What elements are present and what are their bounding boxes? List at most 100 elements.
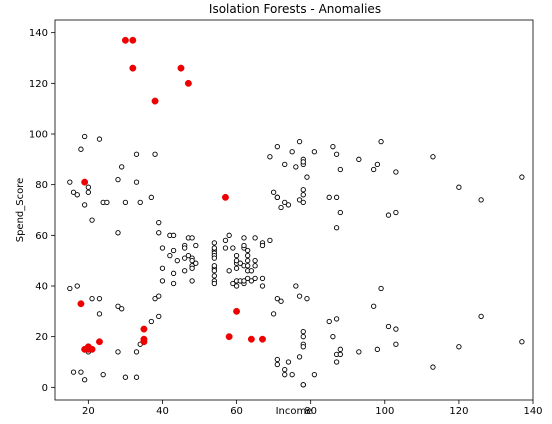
- data-point: [374, 161, 381, 168]
- data-point: [167, 252, 173, 259]
- data-point: [122, 199, 129, 206]
- data-point: [385, 323, 392, 330]
- data-point: [89, 296, 95, 302]
- data-point: [371, 303, 377, 309]
- y-tick-label: 80: [35, 180, 48, 191]
- data-point: [189, 265, 195, 271]
- data-point: [430, 364, 436, 370]
- y-tick-label: 20: [35, 332, 48, 343]
- data-point: [300, 192, 306, 198]
- data-point: [159, 265, 166, 271]
- data-point: [81, 202, 88, 208]
- data-point: [337, 209, 343, 216]
- data-point: [519, 174, 525, 180]
- data-point: [156, 230, 162, 236]
- anomaly-point: [129, 64, 137, 72]
- data-point: [156, 220, 162, 226]
- data-point: [85, 184, 91, 190]
- data-point: [100, 372, 106, 378]
- anomaly-point: [184, 79, 192, 87]
- data-point: [393, 326, 399, 332]
- data-point: [170, 247, 177, 254]
- y-axis-label: Spend_Score: [15, 178, 26, 243]
- anomaly-point: [140, 338, 148, 346]
- data-point: [300, 334, 306, 340]
- data-point: [337, 166, 343, 173]
- x-tick-label: 60: [230, 406, 243, 417]
- anomaly-point: [88, 345, 96, 353]
- y-tick-label: 0: [42, 383, 48, 394]
- data-point: [333, 359, 340, 365]
- data-point: [237, 260, 243, 266]
- x-tick-label: 140: [523, 406, 542, 417]
- anomaly-point: [129, 36, 137, 44]
- data-point: [159, 245, 166, 251]
- data-point: [393, 209, 399, 216]
- data-point: [222, 237, 229, 244]
- data-point: [374, 346, 381, 352]
- data-point: [300, 382, 306, 388]
- data-point: [296, 293, 303, 299]
- data-point: [333, 194, 340, 200]
- data-point: [289, 149, 295, 155]
- data-point: [300, 328, 306, 335]
- data-point: [267, 154, 273, 160]
- data-point: [285, 202, 292, 208]
- data-point: [393, 169, 399, 175]
- data-point: [274, 194, 280, 200]
- data-point: [252, 258, 258, 264]
- data-point: [182, 255, 188, 261]
- data-point: [270, 311, 277, 317]
- x-tick-label: 40: [156, 406, 169, 417]
- data-point: [189, 278, 195, 284]
- data-point: [193, 260, 199, 266]
- data-point: [333, 225, 340, 231]
- data-point: [133, 374, 140, 380]
- data-point: [182, 245, 188, 251]
- data-point: [293, 283, 299, 289]
- data-point: [248, 278, 255, 284]
- data-point: [211, 240, 217, 246]
- data-point: [296, 138, 303, 145]
- data-point: [274, 296, 280, 302]
- data-point: [274, 144, 280, 150]
- data-point: [78, 146, 84, 152]
- data-point: [456, 344, 462, 350]
- data-point: [222, 245, 229, 251]
- y-tick-label: 120: [29, 79, 48, 90]
- data-point: [267, 237, 273, 244]
- data-point: [211, 280, 217, 287]
- data-point: [304, 174, 310, 180]
- data-point: [133, 179, 140, 185]
- data-point: [96, 311, 103, 317]
- data-point: [333, 316, 340, 322]
- data-point: [89, 217, 95, 223]
- anomaly-point: [140, 325, 148, 333]
- x-tick-label: 20: [82, 406, 95, 417]
- data-point: [241, 242, 247, 249]
- data-point: [259, 242, 266, 249]
- data-point: [104, 199, 110, 206]
- data-point: [393, 341, 399, 347]
- data-point: [85, 189, 91, 195]
- data-point: [259, 275, 266, 282]
- x-tick-label: 120: [449, 406, 468, 417]
- data-point: [233, 258, 240, 264]
- data-point: [478, 313, 484, 320]
- data-point: [330, 144, 336, 150]
- anomaly-point: [177, 64, 185, 72]
- data-point: [245, 258, 251, 264]
- anomaly-point: [121, 36, 129, 44]
- data-point: [245, 275, 251, 282]
- anomaly-point: [259, 335, 266, 343]
- data-point: [285, 359, 292, 365]
- data-point: [67, 179, 73, 185]
- data-point: [337, 351, 343, 358]
- data-point: [189, 235, 195, 241]
- data-point: [67, 285, 73, 292]
- data-point: [245, 263, 251, 269]
- data-point: [278, 204, 284, 211]
- data-point: [241, 278, 247, 284]
- data-point: [259, 283, 266, 289]
